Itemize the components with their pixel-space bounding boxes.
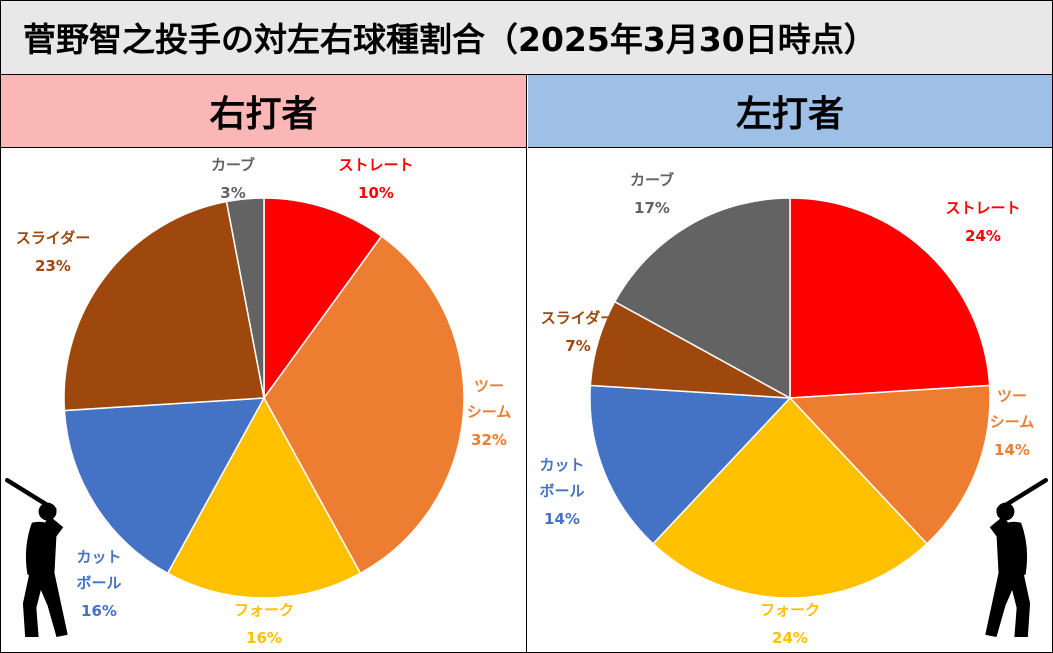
- panel-header-left-batter: 左打者: [528, 75, 1052, 148]
- slice-value-cutter: 16%: [81, 602, 117, 620]
- pie-slice-curve: [613, 197, 791, 400]
- pie-chart-right-batter: ストレート 10% ツーシーム 32% フォーク 16% カットボール 16% スライダー 23%…: [5, 156, 512, 647]
- pie-slice-fork: [166, 396, 362, 599]
- slice-label-two-seam: ツーシーム: [990, 387, 1035, 431]
- slice-label-cutter: カットボール: [539, 456, 584, 500]
- slice-label-fork: フォーク: [760, 601, 820, 619]
- slice-value-straight: 24%: [965, 227, 1001, 245]
- slice-label-curve: カーブ: [211, 156, 255, 174]
- pie-slice-slider: [63, 200, 265, 412]
- pie-slice-cutter: [589, 384, 792, 545]
- slice-label-fork: フォーク: [234, 601, 294, 619]
- slice-value-fork: 16%: [246, 629, 282, 647]
- batter-silhouette-icon: [5, 478, 68, 638]
- slice-label-curve: カーブ: [630, 171, 674, 189]
- slice-value-slider: 7%: [565, 337, 590, 355]
- pie-slice-curve: [225, 197, 265, 399]
- slice-value-slider: 23%: [35, 257, 71, 275]
- pie-slice-straight: [789, 197, 991, 399]
- batter-silhouette-icon: [985, 478, 1048, 638]
- pie-slice-two-seam: [788, 384, 991, 545]
- pie-slice-fork: [652, 396, 928, 599]
- slice-value-curve: 3%: [220, 184, 245, 202]
- slice-label-cutter: カットボール: [76, 548, 121, 592]
- slice-label-slider: スライダー: [541, 309, 615, 327]
- pie-slice-straight: [263, 197, 383, 401]
- slice-label-two-seam: ツーシーム: [467, 377, 512, 421]
- panel-divider: [526, 147, 527, 653]
- pie-slice-two-seam: [263, 235, 465, 575]
- slice-label-straight: ストレート: [338, 156, 413, 174]
- pie-chart-left-batter: ストレート 24% ツーシーム 14% フォーク 24% カットボール 14% スライダー 7% カ…: [539, 171, 1048, 647]
- pie-slice-cutter: [63, 397, 266, 575]
- slice-value-two-seam: 14%: [994, 441, 1030, 459]
- slice-value-cutter: 14%: [544, 510, 580, 528]
- slice-label-slider: スライダー: [16, 229, 90, 247]
- slice-value-curve: 17%: [634, 199, 670, 217]
- slice-label-straight: ストレート: [945, 199, 1020, 217]
- slice-value-two-seam: 32%: [471, 431, 507, 449]
- slice-value-fork: 24%: [772, 629, 808, 647]
- page-title: 菅野智之投手の対左右球種割合（2025年3月30日時点）: [23, 20, 877, 59]
- slice-value-straight: 10%: [358, 184, 394, 202]
- panel-header-right-batter: 右打者: [1, 75, 527, 148]
- title-bar: 菅野智之投手の対左右球種割合（2025年3月30日時点）: [1, 1, 1052, 75]
